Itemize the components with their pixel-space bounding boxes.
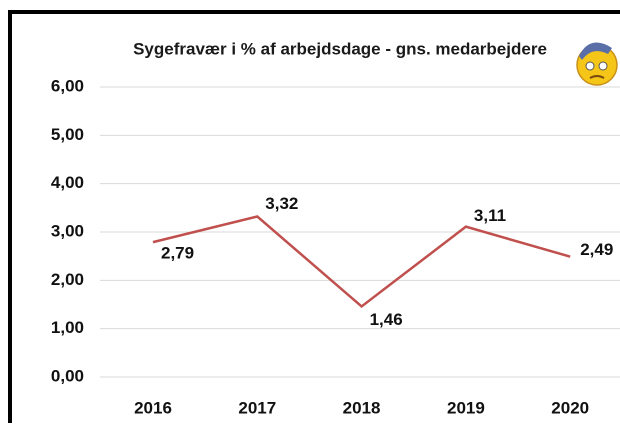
y-tick-label: 1,00 (51, 318, 84, 337)
data-label: 2,49 (580, 240, 613, 259)
y-tick-label: 3,00 (51, 221, 84, 240)
data-label: 1,46 (370, 310, 403, 329)
y-tick-label: 0,00 (51, 366, 84, 385)
chart-title: Sygefravær i % af arbejdsdage - gns. med… (133, 39, 547, 58)
x-tick-label: 2018 (343, 398, 381, 417)
y-tick-label: 4,00 (51, 173, 84, 192)
y-tick-label: 6,00 (51, 76, 84, 95)
data-label: 3,11 (474, 206, 506, 225)
page: {"chart_data": {"type": "line", "title":… (0, 0, 620, 423)
y-tick-label: 2,00 (51, 270, 84, 289)
x-tick-label: 2020 (551, 398, 589, 417)
x-tick-label: 2016 (134, 398, 172, 417)
y-tick-label: 5,00 (51, 125, 84, 144)
chart: Sygefravær i % af arbejdsdage - gns. med… (0, 0, 620, 423)
data-label: 3,32 (265, 194, 298, 213)
x-tick-label: 2019 (447, 398, 485, 417)
chart-frame (10, 12, 620, 423)
x-tick-label: 2017 (238, 398, 276, 417)
data-label: 2,79 (161, 244, 194, 263)
